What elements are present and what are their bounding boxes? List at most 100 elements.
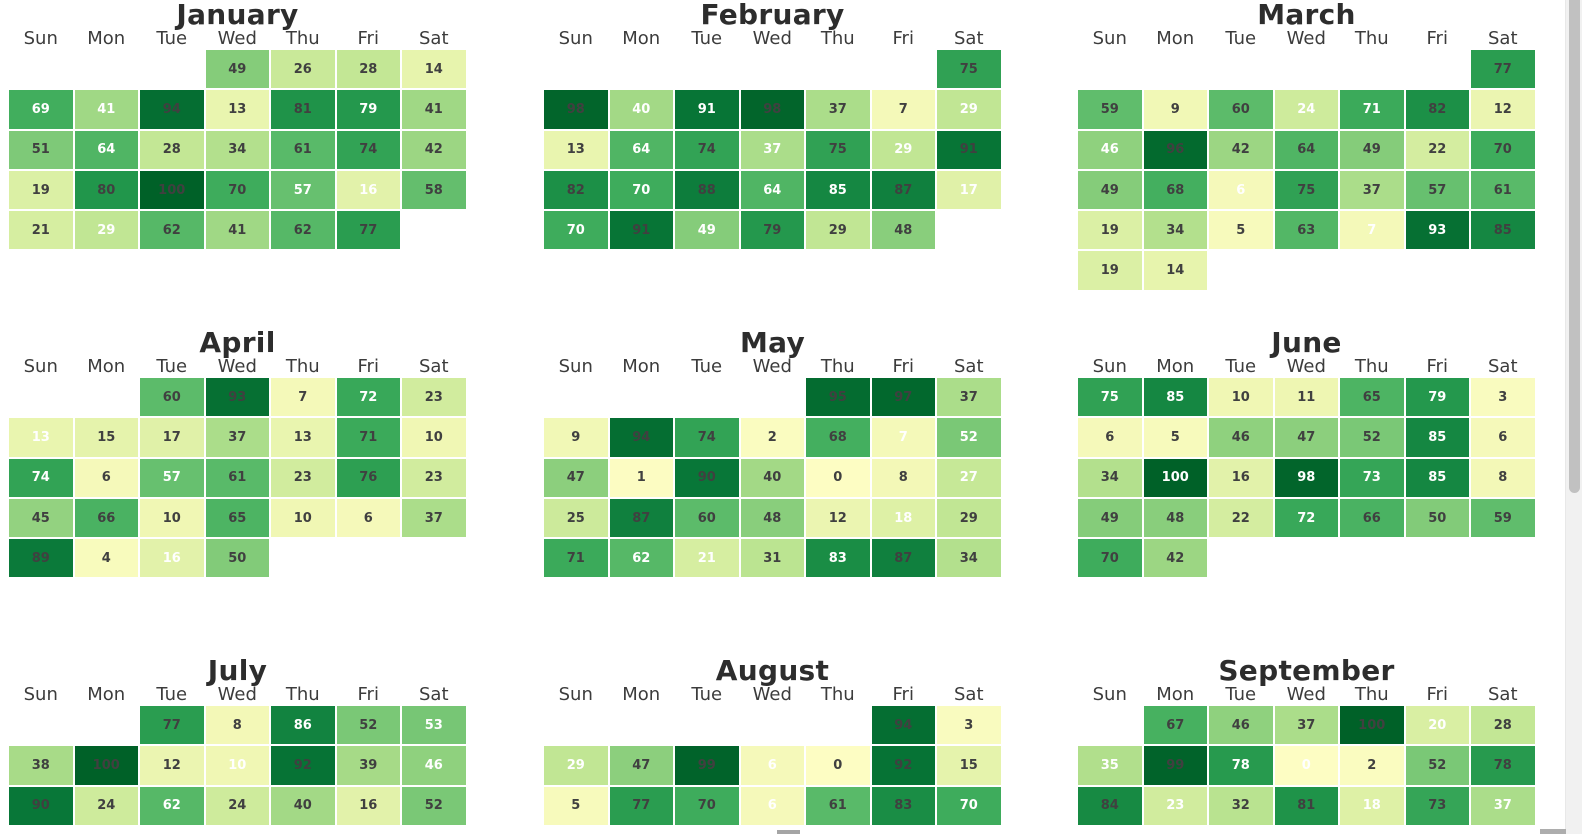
day-cell: 13 xyxy=(544,130,608,169)
day-header: Sat xyxy=(418,28,449,49)
day-cell: 74 xyxy=(675,130,739,169)
day-cell: 78 xyxy=(1209,746,1273,785)
day-cell: 84 xyxy=(1078,786,1142,825)
month-block: February Sun Mon Tue Wed Thu Fri Sat 75 98 40 91 98 3… xyxy=(544,0,1001,250)
day-header: Mon xyxy=(1156,356,1195,377)
day-header: Mon xyxy=(622,684,661,705)
vertical-scrollbar-thumb[interactable] xyxy=(1569,0,1580,493)
day-cell: 75 xyxy=(1274,170,1338,210)
day-cell: 47 xyxy=(609,746,673,785)
day-header-row: Sun Mon Tue Wed Thu Fri Sat xyxy=(544,686,1001,706)
empty-cell xyxy=(741,50,805,88)
day-cell: 37 xyxy=(1274,706,1338,745)
day-cell: 93 xyxy=(1405,211,1469,250)
day-cell: 0 xyxy=(806,458,870,497)
day-cell: 1 xyxy=(609,458,673,497)
day-cell: 20 xyxy=(1405,706,1469,745)
day-cell: 99 xyxy=(675,746,739,785)
month-title: January xyxy=(176,0,299,31)
day-cell: 93 xyxy=(205,378,269,417)
day-cell: 67 xyxy=(1143,706,1207,745)
day-header: Fri xyxy=(892,28,914,49)
empty-cell xyxy=(937,211,1001,249)
day-cell: 14 xyxy=(1143,251,1207,290)
day-cell: 100 xyxy=(1143,458,1207,497)
empty-cell xyxy=(675,378,739,416)
day-header: Sun xyxy=(558,356,593,377)
empty-cell xyxy=(1275,251,1339,289)
day-cell: 22 xyxy=(1405,130,1469,169)
day-cell: 6 xyxy=(336,498,400,538)
day-cell: 6 xyxy=(74,458,138,497)
day-header: Tue xyxy=(1225,356,1257,377)
day-cell: 13 xyxy=(205,90,269,129)
day-cell: 19 xyxy=(9,170,73,210)
empty-cell xyxy=(741,706,805,744)
month-title: July xyxy=(207,654,268,687)
day-cell: 7 xyxy=(871,90,935,129)
day-cell: 64 xyxy=(1274,130,1338,169)
day-header: Tue xyxy=(691,684,723,705)
day-cell: 29 xyxy=(544,746,608,785)
day-cell: 92 xyxy=(871,746,935,785)
day-cell: 26 xyxy=(271,50,335,89)
empty-cell xyxy=(9,706,73,744)
day-cell: 49 xyxy=(675,211,739,250)
day-header-row: Sun Mon Tue Wed Thu Fri Sat xyxy=(9,358,466,378)
day-cell: 61 xyxy=(205,458,269,497)
day-cell: 37 xyxy=(402,498,466,538)
horizontal-scrollbar-fragment[interactable] xyxy=(777,830,800,834)
day-header: Tue xyxy=(156,28,188,49)
day-header: Sun xyxy=(558,684,593,705)
day-cell: 65 xyxy=(205,498,269,538)
day-cell: 24 xyxy=(205,786,269,825)
day-header: Fri xyxy=(357,684,379,705)
empty-cell xyxy=(1406,50,1470,88)
day-header: Sun xyxy=(23,356,58,377)
day-cell: 62 xyxy=(609,539,673,578)
day-cell: 29 xyxy=(806,211,870,250)
day-cell: 75 xyxy=(937,50,1001,89)
day-cell: 9 xyxy=(1143,90,1207,129)
empty-cell xyxy=(675,706,739,744)
day-cell: 25 xyxy=(544,498,608,538)
day-cell: 29 xyxy=(871,130,935,169)
day-cell: 77 xyxy=(1471,50,1535,89)
day-cell: 3 xyxy=(1471,378,1535,417)
month-grid: 95 97 37 9 94 74 2 68 7 52 47 1 90 40 0 8 27 25 87 60 48 12 18… xyxy=(544,378,1001,578)
day-cell: 52 xyxy=(402,786,466,825)
day-cell: 87 xyxy=(871,170,935,210)
vertical-scrollbar-track[interactable] xyxy=(1565,0,1582,834)
day-cell: 24 xyxy=(74,786,138,825)
day-header: Sun xyxy=(1092,684,1127,705)
day-cell: 37 xyxy=(205,418,269,457)
day-cell: 34 xyxy=(937,539,1001,578)
empty-cell xyxy=(1078,706,1142,744)
month-block: April Sun Mon Tue Wed Thu Fri Sat 60 93 7 72 23 13 15 1… xyxy=(9,328,466,578)
day-cell: 82 xyxy=(544,170,608,210)
day-cell: 40 xyxy=(740,458,804,497)
day-cell: 77 xyxy=(336,211,400,250)
day-cell: 70 xyxy=(1078,539,1142,578)
day-cell: 34 xyxy=(1143,211,1207,250)
day-cell: 57 xyxy=(1405,170,1469,210)
day-cell: 17 xyxy=(140,418,204,457)
day-cell: 42 xyxy=(402,130,466,169)
day-cell: 7 xyxy=(271,378,335,417)
day-cell: 39 xyxy=(336,746,400,785)
empty-cell xyxy=(337,539,401,577)
empty-cell xyxy=(9,378,73,416)
day-header: Wed xyxy=(752,684,792,705)
day-cell: 49 xyxy=(1340,130,1404,169)
day-cell: 18 xyxy=(1340,786,1404,825)
day-cell: 66 xyxy=(74,498,138,538)
day-cell: 52 xyxy=(336,706,400,745)
day-header: Thu xyxy=(820,684,855,705)
day-header-row: Sun Mon Tue Wed Thu Fri Sat xyxy=(1078,358,1535,378)
day-cell: 5 xyxy=(1143,418,1207,457)
month-block: June Sun Mon Tue Wed Thu Fri Sat 75 85 10 11 65 79 3 6 5… xyxy=(1078,328,1535,578)
day-header: Sat xyxy=(1487,356,1518,377)
day-cell: 29 xyxy=(937,498,1001,538)
day-cell: 5 xyxy=(1209,211,1273,250)
day-header: Fri xyxy=(357,356,379,377)
